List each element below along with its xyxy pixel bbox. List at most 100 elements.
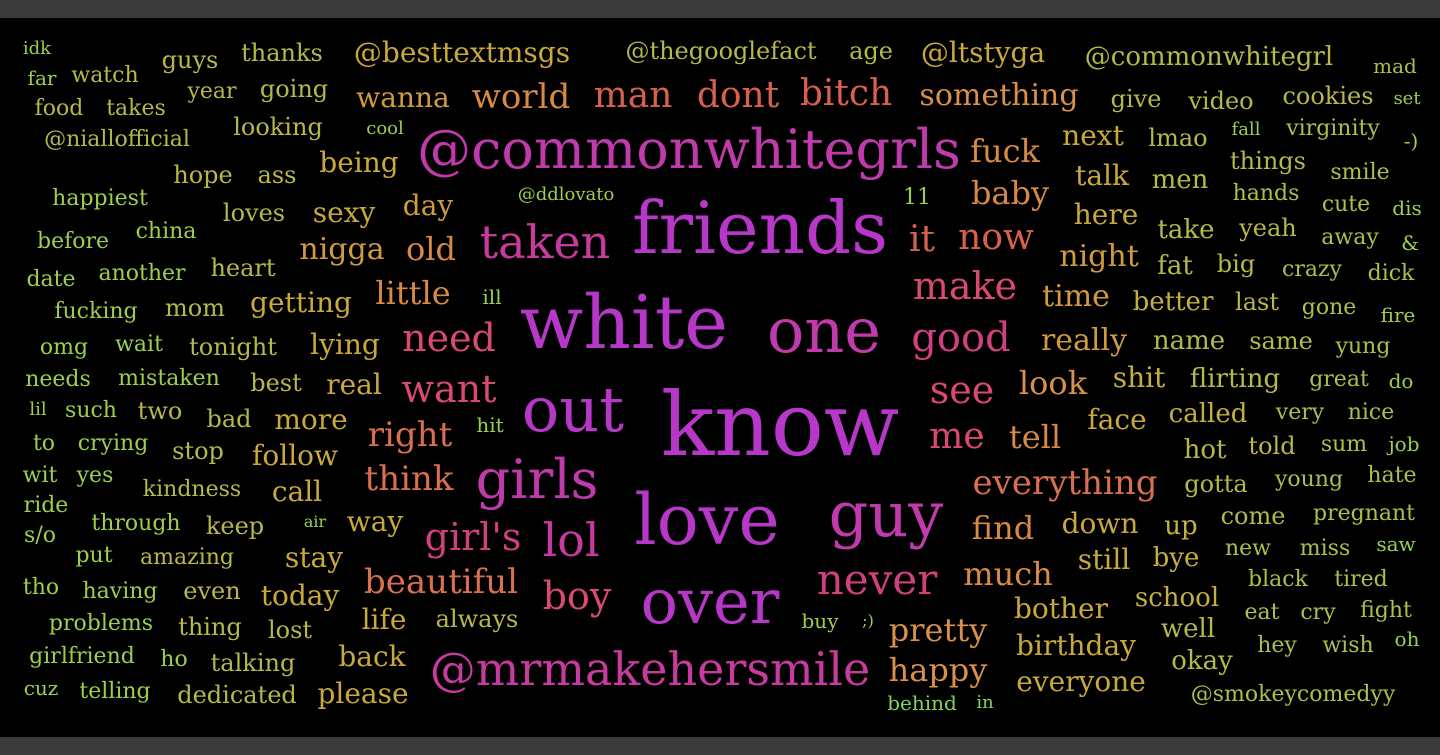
word-same: same (1249, 327, 1313, 355)
word-much: much (963, 555, 1053, 593)
word-air: air (303, 512, 327, 531)
word-wanna: wanna (356, 81, 450, 114)
word-age: age (849, 37, 893, 65)
word-cool: cool (366, 118, 404, 139)
word-know: know (660, 373, 900, 476)
word-okay: okay (1171, 646, 1233, 676)
word-crying: crying (77, 431, 149, 456)
word-wish: wish (1322, 633, 1374, 658)
word-hate: hate (1367, 463, 1417, 488)
word-white: white (519, 280, 729, 366)
word-getting: getting (250, 286, 352, 319)
word-really: really (1040, 323, 1128, 358)
word-watch: watch (71, 63, 139, 88)
word-told: told (1248, 432, 1296, 460)
word-dis: dis (1392, 196, 1422, 220)
word-ltstyga: @ltstyga (920, 36, 1046, 69)
word-over: over (640, 565, 780, 638)
word-oh: oh (1394, 627, 1420, 651)
word-commonwhitegrl: @commonwhitegrl (1084, 42, 1334, 72)
word-bother: bother (1013, 592, 1109, 625)
word-everything: everything (972, 463, 1158, 503)
word-guys: guys (161, 46, 219, 74)
word-mistaken: mistaken (118, 366, 220, 391)
word-thegooglefact: @thegooglefact (625, 37, 817, 65)
word-being: being (319, 146, 399, 179)
word-things: things (1230, 147, 1306, 175)
word-video: video (1188, 87, 1254, 115)
word-sexy: sexy (312, 196, 376, 229)
word-talk: talk (1075, 159, 1129, 192)
word-fucking: fucking (54, 299, 138, 324)
word-world: world (471, 77, 571, 117)
word-sum: sum (1320, 432, 1368, 457)
word-one: one (767, 294, 881, 367)
word-pregnant: pregnant (1313, 501, 1415, 526)
word-up: up (1164, 511, 1198, 541)
word-hands: hands (1232, 181, 1300, 206)
word-hope: hope (173, 161, 233, 189)
word-wit: wit (22, 463, 58, 488)
word-yung: yung (1335, 334, 1391, 359)
word-here: here (1073, 198, 1139, 231)
word-dont: dont (696, 75, 780, 116)
word-dedicated: dedicated (177, 681, 297, 709)
word-do: do (1388, 369, 1414, 393)
word-need: need (402, 316, 496, 360)
word-it: it (909, 219, 935, 260)
word-ill: ill (482, 285, 502, 309)
word-next: next (1062, 119, 1124, 152)
word-new: new (1224, 536, 1272, 561)
word-young: young (1274, 467, 1344, 492)
word-find: find (971, 509, 1035, 547)
word-dick: dick (1367, 261, 1415, 286)
word-men: men (1151, 165, 1209, 195)
word-down: down (1061, 507, 1139, 540)
word-fall: fall (1231, 119, 1261, 140)
word-cute: cute (1321, 192, 1371, 217)
word-mom: mom (165, 294, 225, 322)
word-even: even (183, 577, 241, 605)
word-in: in (976, 692, 994, 713)
word-want: want (401, 367, 497, 411)
word-ampersand: & (1401, 231, 1419, 255)
word-girls: girls (475, 448, 599, 511)
word-far: far (27, 66, 57, 90)
word-please: please (317, 677, 409, 710)
word-crazy: crazy (1282, 257, 1342, 282)
word-more: more (274, 403, 348, 436)
word-telling: telling (79, 679, 151, 704)
word-boy: boy (542, 574, 612, 618)
word-girls-possessive: girl's (424, 515, 522, 559)
word-kindness: kindness (142, 477, 242, 502)
word-out: out (521, 373, 625, 446)
word-needs: needs (25, 367, 91, 392)
word-flirting: flirting (1189, 364, 1281, 394)
word-see: see (929, 368, 995, 412)
word-stop: stop (172, 437, 224, 465)
word-cry: cry (1300, 600, 1336, 625)
word-set: set (1393, 88, 1421, 109)
word-yeah: yeah (1239, 214, 1297, 242)
word-hit: hit (476, 413, 504, 437)
word-talking: talking (210, 649, 296, 677)
word-eat: eat (1244, 600, 1280, 625)
word-amazing: amazing (140, 545, 234, 570)
word-tho: tho (22, 575, 60, 600)
word-idk: idk (22, 38, 52, 59)
word-hot: hot (1183, 435, 1227, 465)
word-tonight: tonight (189, 333, 277, 361)
word-through: through (91, 511, 181, 536)
word-girlfriend: girlfriend (29, 644, 135, 669)
word-wait: wait (115, 332, 163, 357)
word-birthday: birthday (1016, 629, 1136, 662)
word-ass: ass (257, 161, 297, 189)
word-bitch: bitch (799, 73, 893, 114)
word-fuck: fuck (970, 132, 1040, 170)
word-face: face (1087, 403, 1147, 436)
word-such: such (65, 398, 117, 423)
word-lol: lol (542, 513, 600, 567)
word-cloud: know white friends love out over one guy… (0, 18, 1440, 737)
word-taken: taken (479, 215, 611, 269)
word-behind: behind (887, 691, 957, 715)
